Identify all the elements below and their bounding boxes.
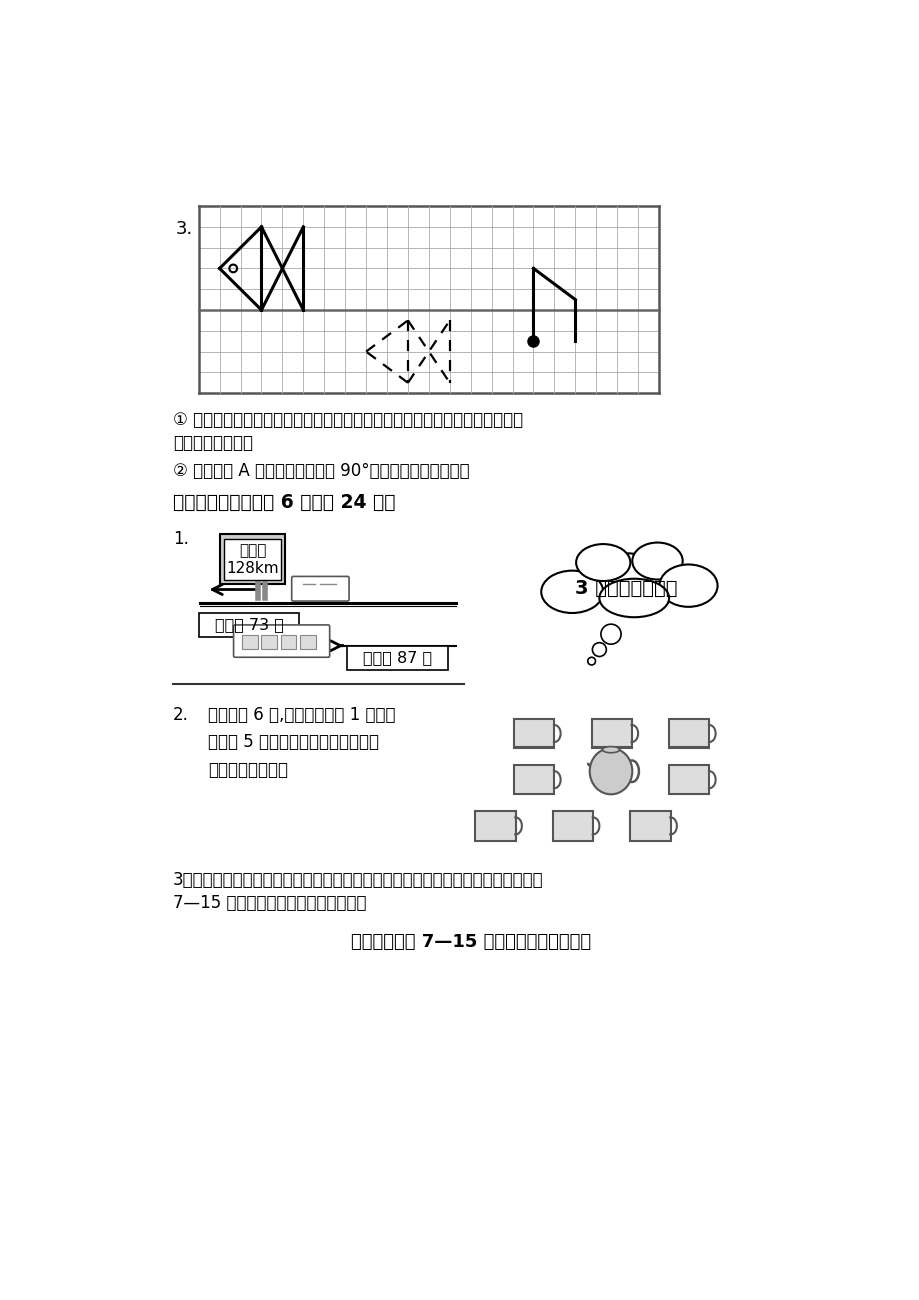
- FancyBboxPatch shape: [300, 634, 315, 649]
- FancyBboxPatch shape: [261, 634, 277, 649]
- Ellipse shape: [589, 747, 631, 794]
- Text: 3 小时后两车相距: 3 小时后两车相距: [574, 578, 677, 598]
- FancyBboxPatch shape: [280, 634, 296, 649]
- FancyBboxPatch shape: [242, 634, 257, 649]
- Ellipse shape: [659, 564, 717, 607]
- Text: 1.: 1.: [173, 530, 188, 549]
- Text: 平移（　　）格。: 平移（ ）格。: [173, 434, 253, 452]
- FancyBboxPatch shape: [233, 625, 329, 658]
- FancyBboxPatch shape: [514, 766, 554, 794]
- FancyBboxPatch shape: [347, 646, 448, 671]
- Text: 每小时 87 千: 每小时 87 千: [363, 650, 432, 666]
- Text: 六、解决问题（每题 6 分，共 24 分）: 六、解决问题（每题 6 分，共 24 分）: [173, 493, 395, 512]
- Ellipse shape: [575, 545, 630, 581]
- Text: 2.: 2.: [173, 706, 188, 724]
- Text: 128km: 128km: [226, 562, 278, 576]
- Text: 每个茶杯 6 元,茶壶的价錢是 1 个茶杯: 每个茶杯 6 元,茶壶的价錢是 1 个茶杯: [208, 706, 395, 724]
- FancyBboxPatch shape: [220, 534, 285, 584]
- Ellipse shape: [584, 554, 668, 607]
- Text: 价錢的 5 倍。买右图这样一套茶具，: 价錢的 5 倍。买右图这样一套茶具，: [208, 733, 379, 751]
- Text: 3．中国代表团在亚洲运动会上金牌数已经连续七屆高居榜首，下面是中国代表团第: 3．中国代表团在亚洲运动会上金牌数已经连续七屆高居榜首，下面是中国代表团第: [173, 871, 543, 889]
- Text: ② 把梯形绕 A 点顺时针方向旋转 90°，画出旋转后的图形。: ② 把梯形绕 A 点顺时针方向旋转 90°，画出旋转后的图形。: [173, 463, 470, 481]
- Ellipse shape: [598, 578, 668, 618]
- Text: 沪宁路: 沪宁路: [239, 543, 266, 559]
- Text: 3.: 3.: [175, 220, 192, 238]
- Text: 7—15 屆亚运会获得金牌情况统计图。: 7—15 屆亚运会获得金牌情况统计图。: [173, 894, 367, 913]
- Text: ① 小鱼图从右下方移至左上方，先向（　　）平移（　　）格，再向（　　）: ① 小鱼图从右下方移至左上方，先向（ ）平移（ ）格，再向（ ）: [173, 411, 523, 429]
- FancyBboxPatch shape: [552, 811, 593, 841]
- FancyBboxPatch shape: [668, 719, 709, 748]
- Ellipse shape: [602, 746, 618, 753]
- FancyBboxPatch shape: [591, 719, 631, 748]
- Text: 一共要用多少錢？: 一共要用多少錢？: [208, 762, 288, 779]
- FancyBboxPatch shape: [514, 719, 554, 748]
- FancyBboxPatch shape: [475, 811, 516, 841]
- Circle shape: [587, 658, 595, 666]
- Ellipse shape: [631, 542, 682, 580]
- Circle shape: [592, 642, 606, 657]
- FancyBboxPatch shape: [291, 576, 348, 601]
- FancyBboxPatch shape: [199, 612, 299, 637]
- Circle shape: [600, 624, 620, 645]
- FancyBboxPatch shape: [630, 811, 670, 841]
- Text: 每小时 73 千: 每小时 73 千: [214, 618, 283, 632]
- Ellipse shape: [540, 571, 603, 614]
- FancyBboxPatch shape: [224, 538, 280, 580]
- Text: 中国代表团第 7—15 屆获得金牌情况统计图: 中国代表团第 7—15 屆获得金牌情况统计图: [351, 933, 591, 950]
- FancyBboxPatch shape: [668, 766, 709, 794]
